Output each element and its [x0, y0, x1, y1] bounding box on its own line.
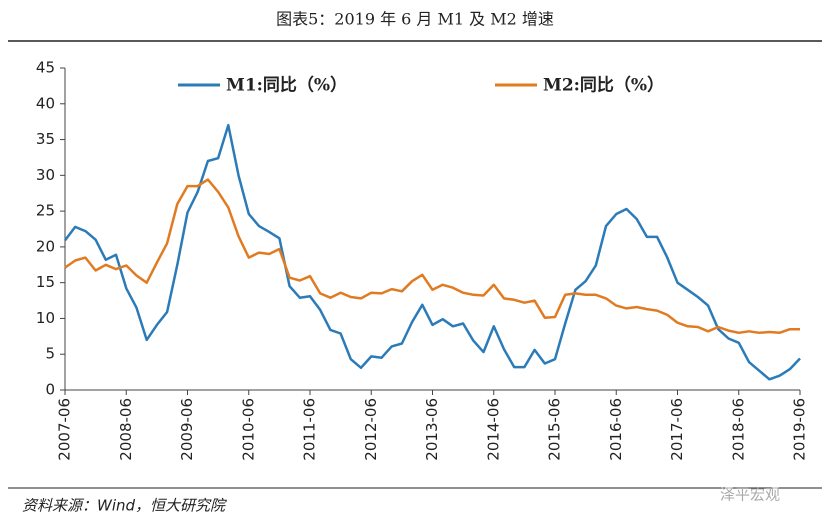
x-tick-label: 2010-06 [239, 398, 257, 461]
x-tick-label: 2016-06 [607, 398, 625, 461]
y-tick-label: 5 [45, 345, 55, 363]
y-tick-label: 25 [36, 202, 55, 220]
series-line [64, 123, 801, 381]
x-tick-label: 2007-06 [56, 398, 74, 461]
x-tick-label: 2019-06 [791, 398, 809, 461]
x-tick-label: 2014-06 [484, 398, 502, 461]
y-tick-label: 45 [36, 59, 55, 77]
legend-label: M1:同比（%） [226, 75, 347, 96]
watermark: 泽平宏观 [720, 486, 780, 504]
series-line [64, 178, 800, 335]
source: 资料来源：Wind，恒大研究院 [22, 497, 227, 515]
y-tick-label: 10 [36, 309, 55, 327]
y-tick-label: 20 [36, 237, 55, 255]
y-tick-label: 40 [36, 94, 55, 112]
y-tick-label: 30 [36, 166, 55, 184]
x-tick-label: 2008-06 [117, 398, 135, 461]
x-tick-label: 2013-06 [423, 398, 441, 461]
y-tick-label: 0 [45, 381, 55, 399]
y-tick-label: 35 [36, 130, 55, 148]
x-tick-label: 2009-06 [178, 398, 196, 461]
legend-label: M2:同比（%） [543, 75, 664, 96]
x-tick-label: 2018-06 [729, 398, 747, 461]
x-tick-label: 2015-06 [546, 398, 564, 461]
x-tick-label: 2012-06 [362, 398, 380, 461]
y-tick-label: 15 [36, 273, 55, 291]
chart-title: 图表5：2019 年 6 月 M1 及 M2 增速 [276, 10, 554, 29]
x-tick-label: 2017-06 [668, 398, 686, 461]
x-tick-label: 2011-06 [301, 398, 319, 461]
